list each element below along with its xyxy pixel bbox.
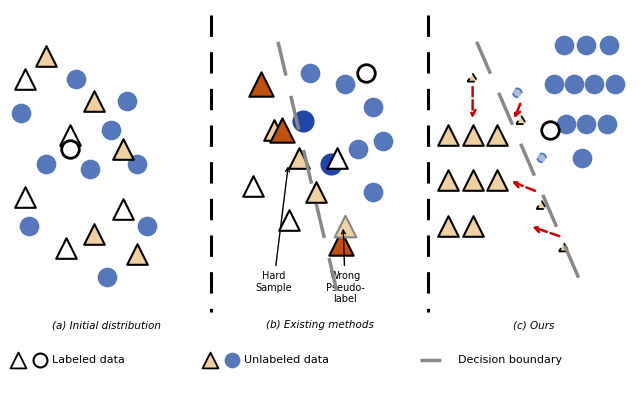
Point — [325, 160, 335, 167]
Point — [581, 121, 591, 127]
Point — [559, 41, 569, 48]
Text: (a) Initial distribution: (a) Initial distribution — [52, 320, 161, 330]
Polygon shape — [559, 243, 569, 252]
Text: (c) Ours: (c) Ours — [513, 320, 554, 330]
Point — [467, 222, 477, 229]
Point — [248, 183, 258, 189]
Circle shape — [538, 154, 546, 162]
Point — [561, 121, 571, 127]
Text: Wrong
Pseudo-
label: Wrong Pseudo- label — [326, 230, 365, 304]
Point — [492, 132, 502, 139]
Point — [589, 81, 600, 88]
Point — [132, 251, 142, 257]
Polygon shape — [516, 116, 526, 124]
Point — [336, 240, 346, 246]
Point — [353, 146, 363, 152]
Point — [569, 81, 579, 88]
Point — [71, 75, 81, 82]
Point — [132, 160, 142, 167]
Point — [269, 126, 279, 133]
Text: (b) Existing methods: (b) Existing methods — [266, 320, 374, 330]
Point — [305, 70, 315, 76]
Point — [467, 177, 477, 183]
Point — [284, 217, 294, 223]
Text: Labeled data: Labeled data — [52, 355, 125, 365]
Point — [294, 155, 304, 161]
Point — [545, 126, 555, 133]
Polygon shape — [468, 74, 477, 82]
Point — [89, 98, 99, 104]
Point — [467, 132, 477, 139]
Text: Unlabeled data: Unlabeled data — [244, 355, 329, 365]
Point — [61, 245, 71, 252]
Point — [340, 222, 350, 229]
Point — [256, 81, 266, 88]
Point — [227, 357, 237, 363]
Point — [101, 273, 111, 280]
Point — [40, 160, 51, 167]
Point — [65, 146, 75, 152]
Point — [367, 104, 378, 110]
Point — [89, 231, 99, 238]
Text: Hard
Sample: Hard Sample — [255, 168, 292, 293]
Point — [65, 132, 75, 139]
Circle shape — [513, 88, 522, 97]
Point — [298, 118, 308, 124]
Point — [443, 222, 453, 229]
Point — [340, 81, 350, 88]
Point — [310, 189, 321, 195]
Point — [20, 75, 31, 82]
Point — [581, 41, 591, 48]
Point — [13, 357, 23, 363]
Point — [609, 81, 620, 88]
Point — [378, 138, 388, 144]
Point — [602, 121, 612, 127]
Point — [20, 194, 31, 201]
Point — [577, 155, 588, 161]
Point — [367, 189, 378, 195]
Point — [548, 81, 559, 88]
Point — [205, 357, 215, 363]
Point — [106, 126, 116, 133]
Point — [492, 177, 502, 183]
Text: Decision boundary: Decision boundary — [458, 355, 562, 365]
Point — [604, 41, 614, 48]
Point — [332, 155, 342, 161]
Polygon shape — [536, 201, 547, 209]
Point — [40, 53, 51, 59]
Point — [361, 70, 371, 76]
Point — [118, 146, 128, 152]
Point — [443, 132, 453, 139]
Point — [85, 166, 95, 172]
Point — [16, 109, 26, 116]
Point — [118, 206, 128, 212]
Point — [35, 357, 45, 363]
Point — [277, 126, 287, 133]
Point — [24, 222, 35, 229]
Point — [142, 222, 152, 229]
Point — [122, 98, 132, 104]
Point — [443, 177, 453, 183]
